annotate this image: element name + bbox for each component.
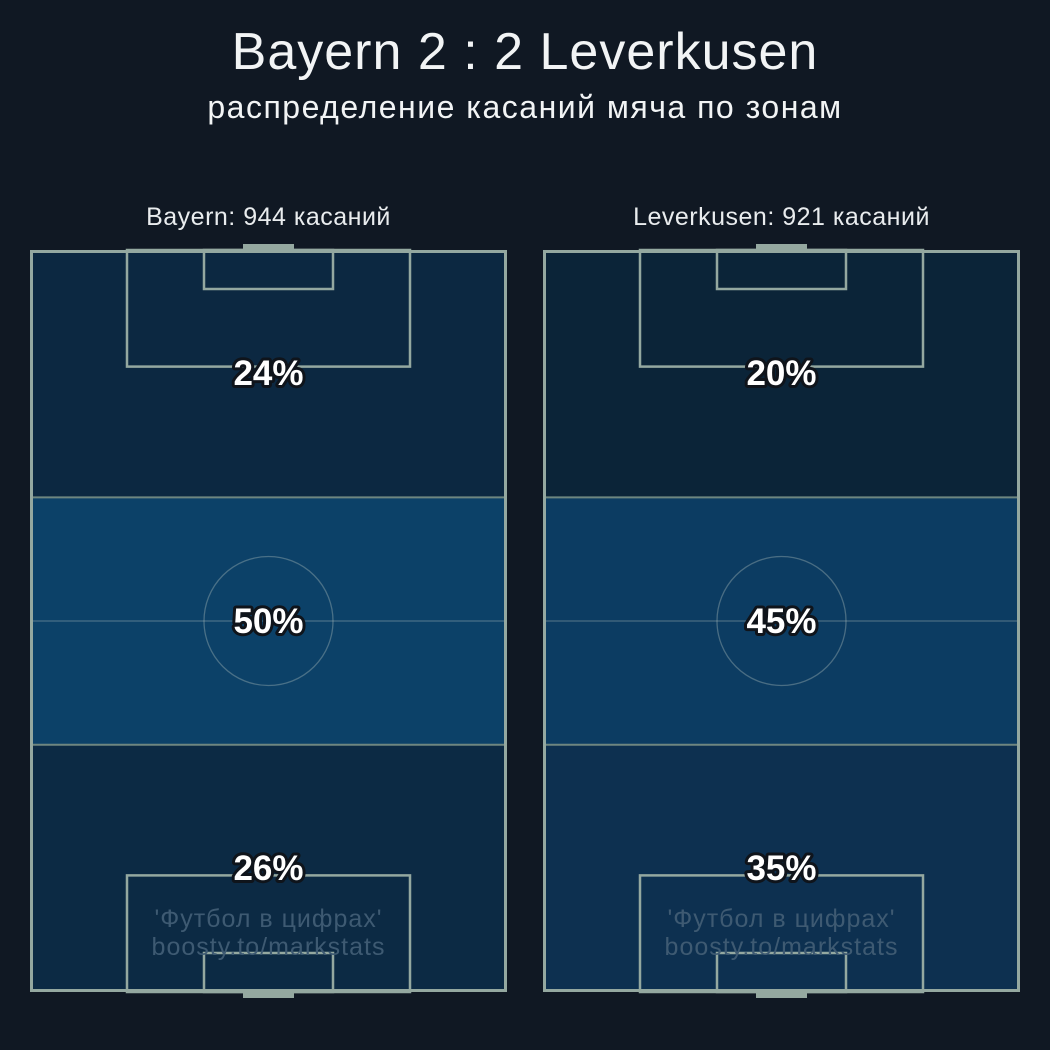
- goal-bottom: [756, 992, 807, 998]
- pitch-outline: [30, 250, 507, 992]
- zone-rect-top: [30, 250, 507, 498]
- zone-pct-label-bottom: 35%: [746, 849, 816, 888]
- pitch-header-bayern: Bayern: 944 касаний: [146, 203, 391, 231]
- pitch-column-bayern: Bayern: 944 касаний 'Футбол в цифрах' bo…: [30, 201, 507, 1000]
- page-title: Bayern 2 : 2 Leverkusen: [231, 23, 819, 81]
- watermark-line1: 'Футбол в цифрах': [154, 905, 382, 933]
- zone-rect-middle: [543, 497, 1020, 745]
- goal-top: [756, 244, 807, 250]
- goal-top: [243, 244, 294, 250]
- center-circle: [203, 555, 334, 687]
- watermark-line1: 'Футбол в цифрах': [667, 905, 895, 933]
- zone-rect-bottom: [543, 744, 1020, 992]
- zone-pct-label-middle: 45%: [746, 602, 816, 641]
- zone-pct-label-top: 24%: [233, 354, 303, 393]
- watermark-line2: boosty.to/markstats: [152, 933, 386, 961]
- zone-rect-middle: [30, 497, 507, 745]
- pitch-header-leverkusen: Leverkusen: 921 касаний: [633, 203, 930, 231]
- zone-pct-label-middle: 50%: [233, 602, 303, 641]
- zone-pct-label-top: 20%: [746, 354, 816, 393]
- watermark-line2: boosty.to/markstats: [665, 933, 899, 961]
- zone-rect-top: [543, 250, 1020, 498]
- pitch-outline: [543, 250, 1020, 992]
- zone-pct-label-bottom: 26%: [233, 849, 303, 888]
- pitch-svg-leverkusen: 'Футбол в цифрах' boosty.to/markstats 20…: [543, 244, 1020, 998]
- center-circle: [716, 555, 847, 687]
- zone-rect-bottom: [30, 744, 507, 992]
- pitch-columns: Bayern: 944 касаний 'Футбол в цифрах' bo…: [0, 201, 1050, 1000]
- page-subtitle: распределение касаний мяча по зонам: [207, 89, 843, 125]
- goal-bottom: [243, 992, 294, 998]
- pitch-svg-bayern: 'Футбол в цифрах' boosty.to/markstats 24…: [30, 244, 507, 998]
- pitch-column-leverkusen: Leverkusen: 921 касаний 'Футбол в цифрах…: [543, 201, 1020, 1000]
